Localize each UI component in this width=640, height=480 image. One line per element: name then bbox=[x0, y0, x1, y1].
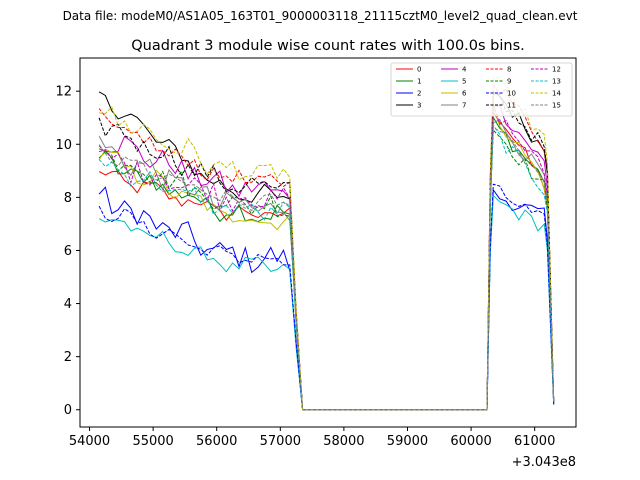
legend-label-12: 12 bbox=[552, 66, 561, 74]
legend-label-8: 8 bbox=[507, 66, 511, 74]
chart-suptitle: Data file: modeM0/AS1A05_163T01_90000031… bbox=[63, 9, 578, 23]
legend-label-9: 9 bbox=[507, 78, 511, 86]
series-line-15 bbox=[98, 126, 555, 411]
x-tick-label: 60000 bbox=[450, 434, 491, 449]
legend-label-6: 6 bbox=[462, 90, 467, 98]
x-axis: 54000 55000 56000 57000 58000 59000 60000 61000 bbox=[69, 427, 555, 449]
legend-label-0: 0 bbox=[417, 66, 421, 74]
y-tick-label: 0 bbox=[64, 403, 72, 418]
legend-box bbox=[390, 62, 573, 117]
y-tick-label: 8 bbox=[64, 191, 72, 206]
y-axis: 0 2 4 6 8 10 12 bbox=[55, 85, 80, 418]
x-tick-label: 56000 bbox=[196, 434, 237, 449]
y-tick-label: 10 bbox=[55, 138, 72, 153]
series-line-14 bbox=[99, 77, 555, 411]
y-tick-label: 4 bbox=[64, 297, 72, 312]
legend-label-10: 10 bbox=[507, 90, 516, 98]
x-tick-label: 57000 bbox=[260, 434, 301, 449]
legend-label-5: 5 bbox=[462, 78, 466, 86]
x-tick-label: 59000 bbox=[387, 434, 428, 449]
chart-title: Quadrant 3 module wise count rates with … bbox=[131, 38, 525, 54]
y-tick-label: 2 bbox=[64, 350, 72, 365]
legend-label-2: 2 bbox=[417, 90, 421, 98]
legend-label-4: 4 bbox=[462, 66, 467, 74]
series-line-12 bbox=[98, 103, 555, 411]
y-tick-label: 12 bbox=[55, 85, 72, 100]
x-tick-label: 54000 bbox=[69, 434, 110, 449]
series-line-10 bbox=[98, 183, 555, 411]
x-tick-label: 55000 bbox=[132, 434, 173, 449]
legend-label-1: 1 bbox=[417, 78, 421, 86]
y-tick-label: 6 bbox=[64, 244, 72, 259]
series-line-9 bbox=[98, 129, 555, 411]
series-line-13 bbox=[98, 123, 555, 411]
legend-label-11: 11 bbox=[507, 102, 516, 110]
series-line-0 bbox=[98, 110, 555, 411]
x-tick-label: 58000 bbox=[323, 434, 364, 449]
series-line-2 bbox=[98, 186, 555, 411]
plot-area-frame bbox=[79, 57, 577, 428]
x-axis-offset-label: +3.043e8 bbox=[512, 455, 576, 470]
legend-label-3: 3 bbox=[417, 102, 421, 110]
x-tick-label: 61000 bbox=[514, 434, 555, 449]
series-line-5 bbox=[98, 194, 555, 411]
legend-label-13: 13 bbox=[552, 78, 561, 86]
legend-label-7: 7 bbox=[462, 102, 466, 110]
legend-label-15: 15 bbox=[552, 102, 561, 110]
legend-label-14: 14 bbox=[552, 90, 561, 98]
